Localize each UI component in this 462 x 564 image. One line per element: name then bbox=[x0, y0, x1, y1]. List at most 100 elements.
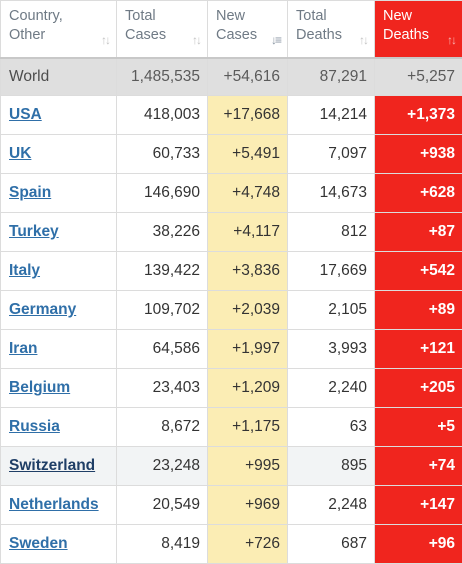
country-cell: Switzerland bbox=[1, 447, 117, 486]
total-deaths-cell: 812 bbox=[288, 213, 375, 252]
total-cases-cell: 8,419 bbox=[117, 525, 208, 564]
world-label: World bbox=[1, 58, 117, 96]
new-deaths-cell: +89 bbox=[375, 291, 462, 330]
world-new-cases: +54,616 bbox=[208, 58, 288, 96]
country-cell: Spain bbox=[1, 174, 117, 213]
new-deaths-cell: +938 bbox=[375, 135, 462, 174]
new-deaths-cell: +96 bbox=[375, 525, 462, 564]
country-cell: Netherlands bbox=[1, 486, 117, 525]
new-deaths-cell: +74 bbox=[375, 447, 462, 486]
total-deaths-cell: 2,105 bbox=[288, 291, 375, 330]
header-new-cases[interactable]: New Cases ↓≡ bbox=[208, 1, 288, 59]
total-deaths-cell: 687 bbox=[288, 525, 375, 564]
total-cases-cell: 139,422 bbox=[117, 252, 208, 291]
total-cases-cell: 146,690 bbox=[117, 174, 208, 213]
new-cases-cell: +1,175 bbox=[208, 408, 288, 447]
total-cases-cell: 60,733 bbox=[117, 135, 208, 174]
new-cases-cell: +5,491 bbox=[208, 135, 288, 174]
new-deaths-cell: +1,373 bbox=[375, 96, 462, 135]
country-link[interactable]: Iran bbox=[9, 340, 37, 357]
new-cases-cell: +726 bbox=[208, 525, 288, 564]
total-deaths-cell: 7,097 bbox=[288, 135, 375, 174]
new-cases-cell: +4,748 bbox=[208, 174, 288, 213]
sort-arrows-icon[interactable]: ↑↓ bbox=[447, 33, 455, 47]
new-deaths-cell: +542 bbox=[375, 252, 462, 291]
sort-arrows-icon[interactable]: ↑↓ bbox=[359, 33, 367, 47]
new-deaths-cell: +5 bbox=[375, 408, 462, 447]
new-cases-cell: +4,117 bbox=[208, 213, 288, 252]
sort-arrows-icon[interactable]: ↑↓ bbox=[101, 33, 109, 47]
header-total-cases[interactable]: Total Cases ↑↓ bbox=[117, 1, 208, 59]
world-total-deaths: 87,291 bbox=[288, 58, 375, 96]
new-cases-cell: +2,039 bbox=[208, 291, 288, 330]
sort-arrows-icon[interactable]: ↑↓ bbox=[192, 33, 200, 47]
country-cell: Sweden bbox=[1, 525, 117, 564]
total-cases-cell: 418,003 bbox=[117, 96, 208, 135]
total-cases-cell: 23,248 bbox=[117, 447, 208, 486]
total-deaths-cell: 14,673 bbox=[288, 174, 375, 213]
new-deaths-cell: +87 bbox=[375, 213, 462, 252]
country-cell: Russia bbox=[1, 408, 117, 447]
total-cases-cell: 8,672 bbox=[117, 408, 208, 447]
new-deaths-cell: +121 bbox=[375, 330, 462, 369]
new-cases-cell: +17,668 bbox=[208, 96, 288, 135]
country-cell: Italy bbox=[1, 252, 117, 291]
header-total-deaths[interactable]: Total Deaths ↑↓ bbox=[288, 1, 375, 59]
country-cell: Iran bbox=[1, 330, 117, 369]
country-cell: Germany bbox=[1, 291, 117, 330]
world-row: World 1,485,535 +54,616 87,291 +5,257 bbox=[1, 58, 462, 96]
country-link[interactable]: Italy bbox=[9, 262, 40, 279]
header-row: Country, Other ↑↓ Total Cases ↑↓ New Cas… bbox=[1, 1, 462, 59]
new-deaths-cell: +205 bbox=[375, 369, 462, 408]
country-link[interactable]: Turkey bbox=[9, 223, 59, 240]
sort-descending-icon[interactable]: ↓≡ bbox=[271, 33, 280, 47]
new-cases-cell: +969 bbox=[208, 486, 288, 525]
new-cases-cell: +3,836 bbox=[208, 252, 288, 291]
total-cases-cell: 109,702 bbox=[117, 291, 208, 330]
country-link[interactable]: Sweden bbox=[9, 535, 68, 552]
new-deaths-cell: +628 bbox=[375, 174, 462, 213]
country-cell: Belgium bbox=[1, 369, 117, 408]
country-link[interactable]: Switzerland bbox=[9, 457, 95, 474]
total-cases-cell: 23,403 bbox=[117, 369, 208, 408]
new-deaths-cell: +147 bbox=[375, 486, 462, 525]
country-link[interactable]: USA bbox=[9, 106, 42, 123]
header-country[interactable]: Country, Other ↑↓ bbox=[1, 1, 117, 59]
total-deaths-cell: 895 bbox=[288, 447, 375, 486]
world-total-cases: 1,485,535 bbox=[117, 58, 208, 96]
total-deaths-cell: 3,993 bbox=[288, 330, 375, 369]
total-deaths-cell: 17,669 bbox=[288, 252, 375, 291]
new-cases-cell: +1,209 bbox=[208, 369, 288, 408]
total-deaths-cell: 2,240 bbox=[288, 369, 375, 408]
country-cell: UK bbox=[1, 135, 117, 174]
world-new-deaths: +5,257 bbox=[375, 58, 462, 96]
header-country-label: Country, Other bbox=[1, 1, 116, 45]
country-link[interactable]: Belgium bbox=[9, 379, 70, 396]
total-deaths-cell: 2,248 bbox=[288, 486, 375, 525]
country-link[interactable]: Spain bbox=[9, 184, 51, 201]
header-new-deaths[interactable]: New Deaths ↑↓ bbox=[375, 1, 462, 59]
country-link[interactable]: Germany bbox=[9, 301, 76, 318]
country-link[interactable]: Russia bbox=[9, 418, 60, 435]
total-deaths-cell: 63 bbox=[288, 408, 375, 447]
new-cases-cell: +1,997 bbox=[208, 330, 288, 369]
total-deaths-cell: 14,214 bbox=[288, 96, 375, 135]
country-cell: Turkey bbox=[1, 213, 117, 252]
country-link[interactable]: Netherlands bbox=[9, 496, 99, 513]
country-link[interactable]: UK bbox=[9, 145, 31, 162]
total-cases-cell: 64,586 bbox=[117, 330, 208, 369]
total-cases-cell: 20,549 bbox=[117, 486, 208, 525]
country-cell: USA bbox=[1, 96, 117, 135]
